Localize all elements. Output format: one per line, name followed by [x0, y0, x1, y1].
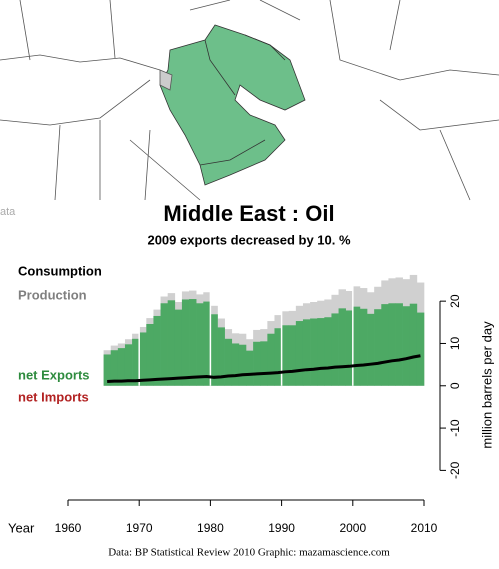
bar [210, 314, 218, 386]
bar [324, 317, 332, 386]
bar [395, 303, 403, 386]
bar [295, 321, 304, 386]
y-tick-label: 0 [448, 382, 462, 389]
bar [146, 324, 154, 386]
bar [310, 318, 318, 386]
bar [160, 303, 168, 386]
map: ata [0, 0, 499, 218]
bar [174, 309, 183, 386]
y-tick-label: -10 [448, 419, 462, 437]
y-tick-label: -20 [448, 461, 462, 479]
bar [302, 319, 311, 386]
line [107, 354, 421, 384]
bar [124, 344, 133, 386]
legend-label: Production [18, 287, 87, 302]
bar [217, 327, 225, 386]
x-axis-label: Year [8, 520, 35, 535]
x-tick-label: 2000 [339, 521, 366, 535]
bar [359, 308, 368, 386]
bar [189, 299, 197, 386]
bar [402, 306, 411, 386]
bar [281, 325, 290, 386]
map-label: ata [0, 206, 16, 218]
chart-subtitle: 2009 exports decreased by 10. % [147, 232, 351, 247]
legend-label: net Imports [18, 389, 89, 404]
bar [132, 338, 140, 386]
bar [167, 300, 176, 386]
bar [238, 344, 247, 386]
bar [253, 341, 261, 386]
bar [374, 309, 382, 386]
bar [338, 308, 346, 386]
bar [367, 313, 375, 386]
bar [196, 303, 204, 386]
bar [153, 315, 161, 386]
bar [274, 328, 282, 386]
bar [381, 304, 389, 386]
bar [409, 303, 418, 386]
bar [246, 350, 254, 386]
bar [260, 341, 268, 386]
bar [139, 332, 147, 386]
bar [231, 343, 240, 386]
bar [110, 350, 119, 386]
bar [416, 312, 425, 386]
legend-label: Consumption [18, 263, 102, 278]
bar [203, 301, 211, 386]
bar [103, 354, 112, 386]
bar [181, 299, 190, 386]
y-tick-label: 10 [448, 336, 462, 350]
y-axis-label: million barrels per day [479, 321, 494, 449]
x-tick-label: 1960 [55, 521, 82, 535]
x-tick-label: 1990 [268, 521, 295, 535]
x-tick-label: 1970 [126, 521, 153, 535]
bar [331, 313, 339, 386]
bar [317, 318, 325, 386]
y-tick-label: 20 [448, 294, 462, 308]
legend-label: net Exports [18, 367, 90, 382]
bar [388, 303, 396, 386]
bar [224, 338, 233, 386]
bar [267, 333, 275, 386]
bar [352, 306, 361, 386]
source: Data: BP Statistical Review 2010 Graphic… [108, 547, 390, 559]
chart-title: Middle East : Oil [163, 201, 334, 226]
bar [345, 310, 354, 386]
bar [288, 325, 297, 386]
x-tick-label: 1980 [197, 521, 224, 535]
bar [117, 348, 126, 386]
x-tick-label: 2010 [411, 521, 438, 535]
